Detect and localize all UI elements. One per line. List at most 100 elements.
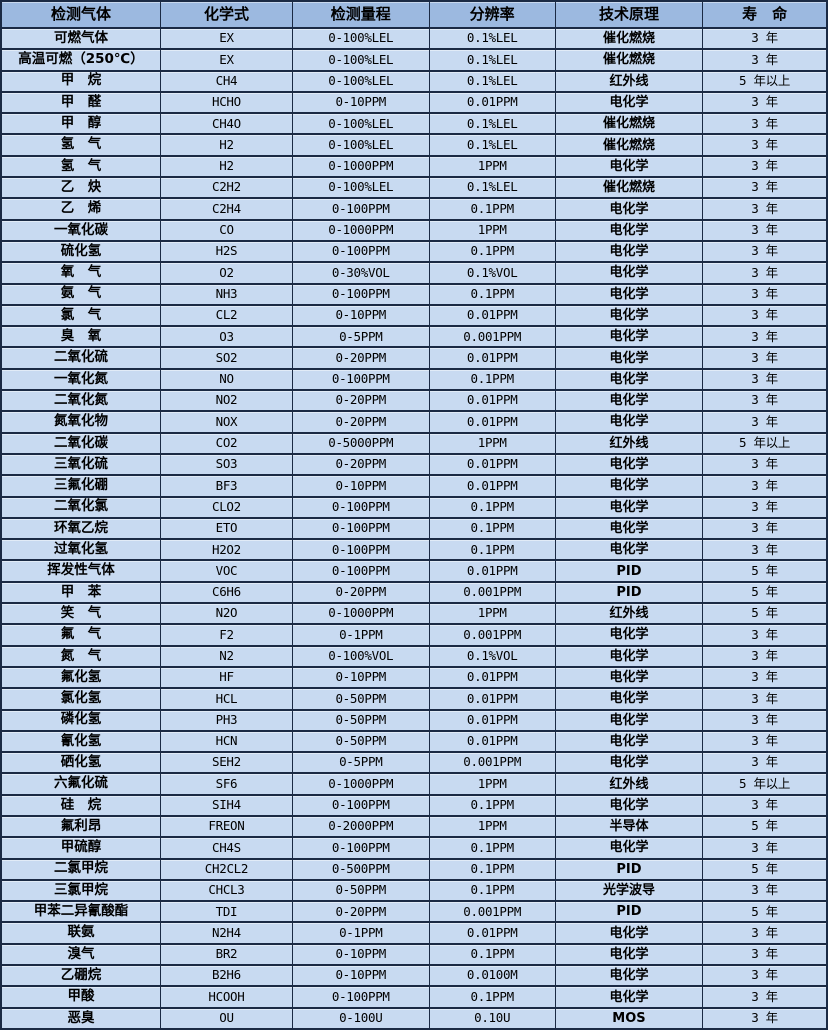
- cell-range: 0-5PPM: [293, 327, 430, 347]
- cell-resolution: 0.01PPM: [430, 667, 556, 688]
- table-row: 三氟化硼 BF3 0-10PPM 0.01PPM 电化学 3 年: [2, 476, 826, 498]
- cell-resolution: 0.1%LEL: [430, 29, 556, 49]
- cell-formula: CO: [161, 220, 293, 240]
- cell-gas: 高温可燃（250℃）: [2, 50, 162, 70]
- cell-range: 0-100U: [293, 1008, 430, 1028]
- cell-range: 0-1000PPM: [293, 774, 430, 794]
- cell-gas: 磷化氢: [2, 710, 162, 730]
- cell-formula: H2: [161, 156, 293, 177]
- cell-principle: 电化学: [556, 476, 704, 496]
- cell-formula: NOX: [161, 412, 293, 432]
- cell-resolution: 0.0100M: [430, 966, 556, 986]
- cell-gas: 硒化氢: [2, 753, 162, 773]
- cell-range: 0-100PPM: [293, 987, 430, 1007]
- column-header-formula: 化学式: [161, 2, 293, 27]
- cell-range: 0-20PPM: [293, 454, 430, 475]
- cell-principle: 电化学: [556, 391, 704, 411]
- cell-gas: 笑 气: [2, 604, 162, 624]
- cell-gas: 过氧化氢: [2, 540, 162, 560]
- table-row: 甲 醛 HCHO 0-10PPM 0.01PPM 电化学 3 年: [2, 92, 826, 115]
- cell-formula: EX: [161, 29, 293, 49]
- cell-lifespan: 3 年: [751, 413, 778, 429]
- cell-formula: NH3: [161, 284, 293, 304]
- cell-formula: HCOOH: [161, 987, 293, 1007]
- cell-formula: CLO2: [161, 497, 293, 517]
- cell-formula: HCN: [161, 731, 293, 752]
- cell-formula: CO2: [161, 433, 293, 453]
- cell-formula: HF: [161, 667, 293, 688]
- table-row: 过氧化氢 H2O2 0-100PPM 0.1PPM 电化学 3 年: [2, 540, 826, 562]
- cell-resolution: 1PPM: [430, 156, 556, 177]
- cell-principle: 电化学: [556, 497, 704, 517]
- cell-gas: 二氧化氮: [2, 391, 162, 411]
- cell-principle: 半导体: [556, 816, 704, 837]
- cell-range: 0-50PPM: [293, 689, 430, 709]
- cell-resolution: 0.1PPM: [430, 284, 556, 304]
- cell-principle: 电化学: [556, 987, 704, 1007]
- cell-lifespan: 3 年: [751, 797, 778, 813]
- cell-range: 0-100PPM: [293, 838, 430, 858]
- table-row: 可燃气体 EX 0-100%LEL 0.1%LEL 催化燃烧 3 年: [2, 29, 826, 51]
- cell-principle: 电化学: [556, 369, 704, 390]
- cell-lifespan: 5 年: [751, 584, 778, 600]
- cell-principle: 电化学: [556, 327, 704, 347]
- cell-formula: H2: [161, 135, 293, 155]
- cell-lifespan: 3 年: [751, 307, 778, 323]
- cell-lifespan: 3 年: [751, 541, 778, 557]
- cell-range: 0-100PPM: [293, 518, 430, 539]
- cell-formula: H2O2: [161, 540, 293, 560]
- table-row: 乙 烯 C2H4 0-100PPM 0.1PPM 电化学 3 年: [2, 199, 826, 221]
- cell-lifespan: 5 年: [751, 860, 778, 876]
- cell-range: 0-10PPM: [293, 944, 430, 965]
- cell-gas: 氧 气: [2, 263, 162, 283]
- cell-formula: F2: [161, 625, 293, 645]
- table-row: 高温可燃（250℃） EX 0-100%LEL 0.1%LEL 催化燃烧 3 年: [2, 50, 826, 72]
- cell-lifespan: 5 年: [751, 562, 778, 578]
- cell-range: 0-5000PPM: [293, 433, 430, 453]
- cell-resolution: 0.1PPM: [430, 880, 556, 901]
- table-row: 氯 气 CL2 0-10PPM 0.01PPM 电化学 3 年: [2, 305, 826, 328]
- cell-formula: NO: [161, 369, 293, 390]
- cell-principle: 催化燃烧: [556, 29, 704, 49]
- cell-range: 0-20PPM: [293, 391, 430, 411]
- cell-lifespan: 3 年: [751, 328, 778, 344]
- cell-resolution: 0.01PPM: [430, 391, 556, 411]
- cell-resolution: 0.001PPM: [430, 582, 556, 603]
- table-row: 二氧化氯 CLO2 0-100PPM 0.1PPM 电化学 3 年: [2, 497, 826, 519]
- cell-formula: SIH4: [161, 795, 293, 815]
- table-row: 甲硫醇 CH4S 0-100PPM 0.1PPM 电化学 3 年: [2, 838, 826, 860]
- cell-resolution: 0.1PPM: [430, 540, 556, 560]
- cell-formula: SO3: [161, 454, 293, 475]
- cell-range: 0-30%VOL: [293, 263, 430, 283]
- cell-gas: 硅 烷: [2, 795, 162, 815]
- cell-gas: 氨 气: [2, 284, 162, 304]
- cell-lifespan: 3 年: [751, 498, 778, 514]
- cell-formula: N2H4: [161, 923, 293, 943]
- cell-formula: C2H4: [161, 199, 293, 219]
- table-row: 二氧化硫 SO2 0-20PPM 0.01PPM 电化学 3 年: [2, 348, 826, 370]
- table-row: 氯化氢 HCL 0-50PPM 0.01PPM 电化学 3 年: [2, 689, 826, 711]
- cell-resolution: 0.01PPM: [430, 454, 556, 475]
- cell-range: 0-50PPM: [293, 731, 430, 752]
- table-row: 溴气 BR2 0-10PPM 0.1PPM 电化学 3 年: [2, 944, 826, 967]
- cell-principle: PID: [556, 859, 704, 879]
- cell-resolution: 0.001PPM: [430, 753, 556, 773]
- cell-range: 0-500PPM: [293, 859, 430, 879]
- cell-lifespan: 5 年: [751, 903, 778, 919]
- cell-formula: O3: [161, 327, 293, 347]
- cell-resolution: 0.1PPM: [430, 199, 556, 219]
- table-row: 硅 烷 SIH4 0-100PPM 0.1PPM 电化学 3 年: [2, 795, 826, 817]
- cell-gas: 甲酸: [2, 987, 162, 1007]
- cell-range: 0-100%LEL: [293, 29, 430, 49]
- cell-gas: 氢 气: [2, 156, 162, 177]
- cell-gas: 二氧化碳: [2, 433, 162, 453]
- cell-principle: MOS: [556, 1008, 704, 1028]
- cell-range: 0-100PPM: [293, 540, 430, 560]
- cell-lifespan: 3 年: [751, 754, 778, 770]
- cell-formula: CH2CL2: [161, 859, 293, 879]
- cell-gas: 甲 醇: [2, 114, 162, 134]
- cell-range: 0-20PPM: [293, 582, 430, 603]
- cell-lifespan: 3 年: [751, 690, 778, 706]
- cell-lifespan: 3 年: [751, 30, 778, 46]
- cell-principle: 电化学: [556, 689, 704, 709]
